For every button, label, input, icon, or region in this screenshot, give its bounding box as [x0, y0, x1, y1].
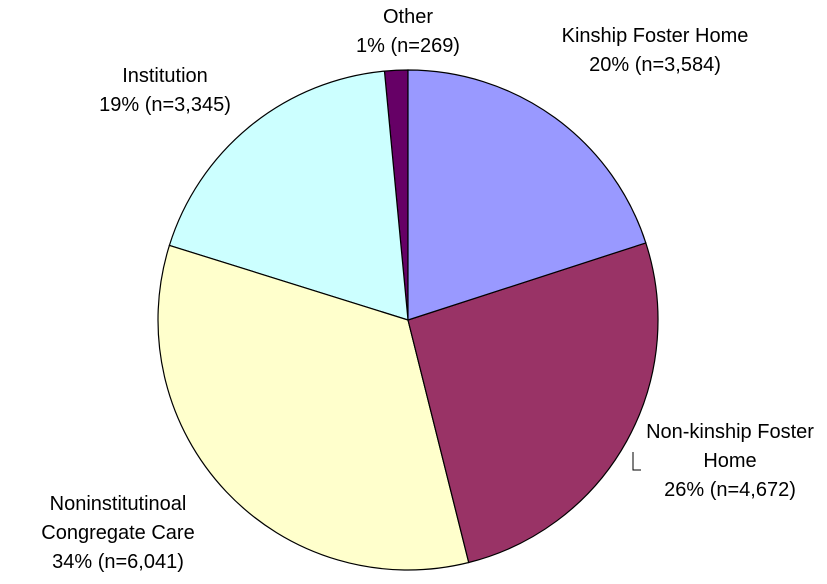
- category-label: Non-kinship Foster Home: [646, 421, 814, 472]
- slice-label: Institution 19% (n=3,345): [60, 62, 270, 120]
- value-label: 20% (n=3,584): [589, 54, 721, 76]
- slice-label: Kinship Foster Home 20% (n=3,584): [555, 22, 755, 80]
- category-label: Noninstitutinoal Congregate Care: [41, 493, 195, 544]
- category-label: Other: [382, 6, 434, 28]
- pie-slice: [407, 242, 659, 564]
- pie-slice: [157, 244, 470, 571]
- category-label: Kinship Foster Home: [561, 25, 749, 47]
- slice-label: Other 1% (n=269): [300, 3, 516, 61]
- pie-slice: [168, 70, 409, 321]
- category-label: Institution: [122, 65, 208, 87]
- slice-label: Non-kinship Foster Home 26% (n=4,672): [620, 418, 827, 505]
- value-label: 26% (n=4,672): [664, 479, 796, 501]
- pie-slice: [407, 69, 647, 321]
- leader-line: [632, 452, 641, 471]
- slice-label: Noninstitutinoal Congregate Care 34% (n=6…: [8, 490, 228, 577]
- value-label: 19% (n=3,345): [99, 94, 231, 116]
- value-label: 34% (n=6,041): [52, 551, 184, 573]
- value-label: 1% (n=269): [356, 35, 460, 57]
